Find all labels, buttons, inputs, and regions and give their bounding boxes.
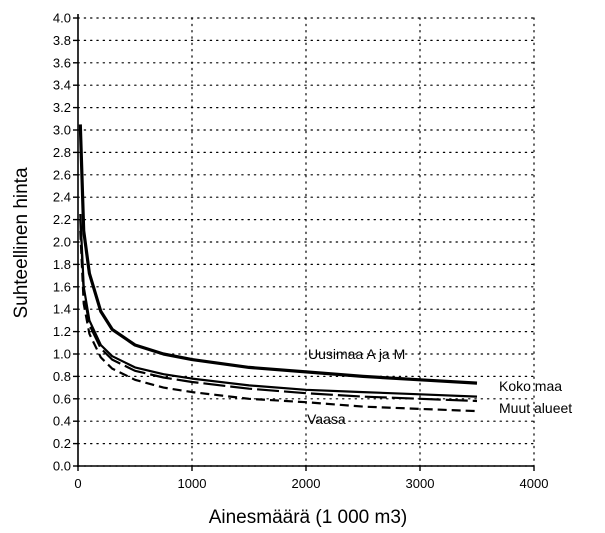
y-tick-label: 3.8	[53, 33, 71, 48]
y-tick-label: 0.2	[53, 436, 71, 451]
y-tick-label: 1.6	[53, 279, 71, 294]
tick-labels: 0.0 0.2 0.4 0.6 0.8 1.0 1.2 1.4 1.6 1.8 2.0 2.2 2.4 2…	[53, 11, 549, 492]
series-labels: Uusimaa A ja M Koko maa Muut alueet Vaasa	[307, 346, 572, 427]
series-label-vaasa: Vaasa	[307, 411, 346, 427]
y-tick-label: 0.0	[53, 459, 71, 474]
x-tick-label: 3000	[406, 476, 435, 491]
y-tick-label: 1.4	[53, 302, 71, 317]
y-tick-label: 4.0	[53, 11, 71, 26]
y-tick-label: 1.8	[53, 257, 71, 272]
series-line-muut-alueet	[79, 219, 478, 403]
y-tick-label: 3.0	[53, 123, 71, 138]
x-tick-label: 4000	[520, 476, 549, 491]
grid-lines	[77, 17, 535, 467]
series-label-muut-alueet: Muut alueet	[499, 400, 572, 416]
y-tick-label: 2.0	[53, 235, 71, 250]
y-tick-label: 0.6	[53, 391, 71, 406]
series-label-koko-maa: Koko maa	[499, 378, 562, 394]
series-label-uusimaa-a-ja-m: Uusimaa A ja M	[308, 346, 405, 362]
y-tick-label: 3.2	[53, 100, 71, 115]
x-tick-label: 1000	[178, 476, 207, 491]
series-lines	[78, 124, 478, 413]
y-tick-label: 1.2	[53, 324, 71, 339]
y-tick-label: 3.6	[53, 55, 71, 70]
series-line-vaasa	[79, 230, 478, 413]
x-axis-title: Ainesmäärä (1 000 m3)	[209, 507, 408, 528]
axes	[73, 14, 535, 471]
y-tick-label: 2.2	[53, 212, 71, 227]
series-line-uusimaa-a-ja-m	[78, 124, 478, 385]
y-tick-label: 0.4	[53, 414, 71, 429]
x-tick-label: 0	[74, 476, 81, 491]
y-tick-label: 2.4	[53, 190, 71, 205]
y-tick-label: 2.6	[53, 167, 71, 182]
x-tick-label: 2000	[292, 476, 321, 491]
y-tick-label: 1.0	[53, 347, 71, 362]
y-axis-title: Suhteellinen hinta	[11, 167, 32, 318]
y-tick-label: 3.4	[53, 78, 71, 93]
y-tick-label: 2.8	[53, 145, 71, 160]
y-tick-label: 0.8	[53, 369, 71, 384]
